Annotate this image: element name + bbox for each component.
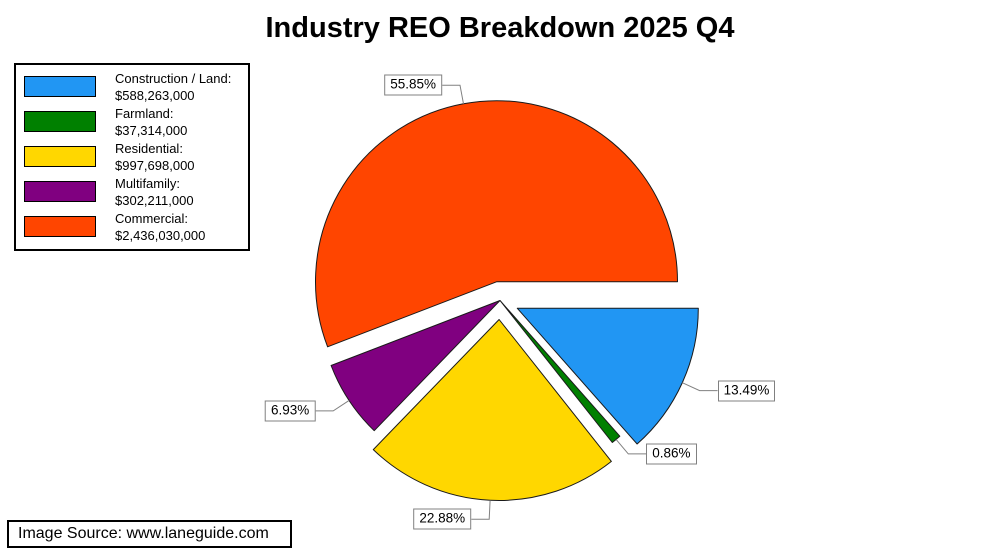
legend-swatch-construction-land [24, 76, 96, 97]
leader-line [615, 439, 647, 455]
legend-item-text: Residential: $997,698,000 [115, 140, 195, 174]
slice-percent-label-multifamily: 6.93% [264, 400, 316, 422]
slice-percent-label-farmland: 0.86% [646, 443, 697, 465]
slice-percent-label-construction-land: 13.49% [717, 380, 776, 402]
legend-item-label: Construction / Land: [115, 70, 232, 86]
legend-item-text: Commercial: $2,436,030,000 [115, 210, 205, 244]
legend-item-value: $37,314,000 [115, 122, 188, 138]
legend-swatch-farmland [24, 111, 96, 132]
leader-line [442, 84, 464, 104]
legend-item-value: $2,436,030,000 [115, 227, 206, 243]
pie-slices [315, 100, 699, 501]
legend-item-residential: Residential: $997,698,000 [16, 139, 248, 174]
legend-item-farmland: Farmland: $37,314,000 [16, 104, 248, 139]
slice-percent-label-commercial: 55.85% [384, 74, 442, 96]
legend-item-label: Residential: [115, 140, 183, 156]
legend-swatch-residential [24, 146, 96, 167]
legend-item-text: Multifamily: $302,211,000 [115, 175, 194, 209]
image-source-note: Image Source: www.laneguide.com [7, 520, 292, 548]
chart-title: Industry REO Breakdown 2025 Q4 [265, 12, 735, 44]
legend: Construction / Land: $588,263,000 Farmla… [14, 63, 250, 251]
legend-item-text: Farmland: $37,314,000 [115, 105, 187, 139]
legend-swatch-commercial [24, 216, 96, 237]
legend-item-label: Multifamily: [115, 175, 181, 191]
legend-item-label: Commercial: [115, 210, 188, 226]
leader-line [315, 399, 350, 412]
pie-slice-farmland [499, 300, 621, 443]
legend-item-value: $302,211,000 [115, 192, 194, 208]
pie-slice-residential [372, 319, 612, 501]
legend-item-construction-land: Construction / Land: $588,263,000 [16, 69, 248, 104]
leader-line [471, 500, 491, 520]
legend-item-label: Farmland: [115, 105, 174, 121]
legend-item-text: Construction / Land: $588,263,000 [115, 70, 231, 104]
legend-item-commercial: Commercial: $2,436,030,000 [16, 209, 248, 244]
legend-swatch-multifamily [24, 181, 96, 202]
leader-lines [315, 84, 718, 520]
slice-percent-label-residential: 22.88% [413, 508, 472, 530]
leader-line [682, 382, 718, 392]
legend-item-multifamily: Multifamily: $302,211,000 [16, 174, 248, 209]
legend-item-value: $588,263,000 [115, 87, 195, 103]
legend-item-value: $997,698,000 [115, 157, 195, 173]
